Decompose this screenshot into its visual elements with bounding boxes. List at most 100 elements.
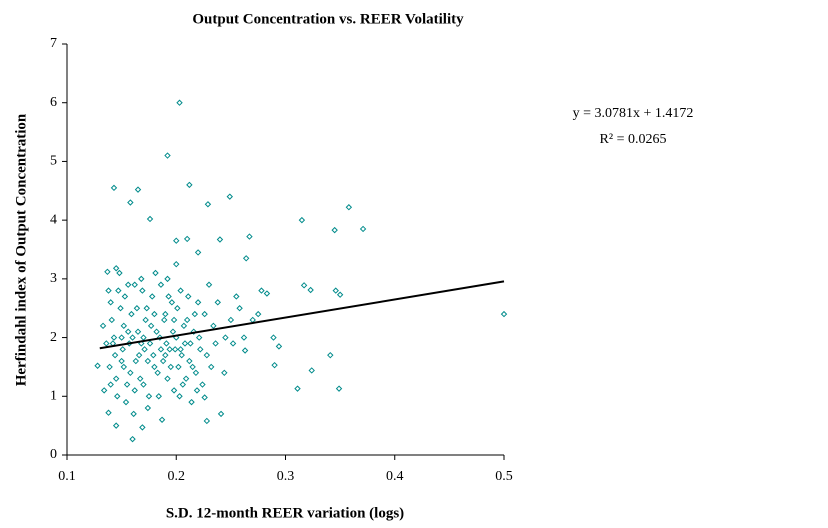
- scatter-point: [332, 287, 339, 294]
- scatter-point: [111, 351, 119, 359]
- scatter-point: [181, 340, 189, 347]
- scatter-point: [138, 275, 145, 283]
- scatter-point: [122, 398, 130, 406]
- scatter-point: [185, 293, 192, 300]
- scatter-point: [170, 387, 178, 394]
- scatter-point: [298, 216, 306, 224]
- scatter-point: [177, 346, 184, 353]
- scatter-point: [139, 424, 146, 431]
- scatter-point: [307, 286, 314, 294]
- scatter-point: [205, 281, 213, 288]
- x-axis-label: S.D. 12-month REER variation (logs): [166, 505, 404, 521]
- scatter-point: [226, 193, 233, 200]
- scatter-point: [147, 322, 155, 330]
- scatter-point: [107, 381, 114, 388]
- scatter-point: [227, 316, 235, 324]
- scatter-point: [164, 375, 171, 382]
- scatter-point: [203, 351, 211, 359]
- scatter-point: [308, 367, 315, 374]
- scatter-point: [143, 305, 150, 312]
- scatter-point: [263, 290, 271, 297]
- scatter-point: [175, 363, 182, 371]
- scatter-point: [112, 375, 120, 382]
- y-tick-label: 0: [50, 447, 57, 462]
- scatter-point: [128, 310, 135, 318]
- scatter-point: [144, 404, 152, 412]
- scatter-point: [192, 369, 200, 377]
- scatter-point: [176, 393, 183, 400]
- scatter-point: [186, 181, 193, 189]
- scatter-point: [151, 310, 158, 318]
- scatter-point: [129, 334, 136, 341]
- scatter-point: [110, 184, 118, 192]
- scatter-point: [178, 351, 185, 359]
- scatter-point: [275, 343, 283, 350]
- x-tick-label: 0.1: [58, 469, 76, 484]
- scatter-point: [94, 362, 101, 369]
- scatter-point: [139, 287, 146, 294]
- scatter-point: [233, 293, 240, 300]
- scatter-point: [134, 186, 142, 193]
- scatter-point: [254, 310, 262, 318]
- scatter-point: [188, 398, 195, 406]
- scatter-point: [176, 99, 183, 106]
- scatter-point: [124, 328, 132, 335]
- scatter-point: [131, 387, 138, 394]
- scatter-point: [173, 260, 180, 268]
- scatter-point: [131, 281, 138, 288]
- scatter-point: [127, 369, 134, 377]
- scatter-point: [157, 281, 165, 288]
- scatter-point: [217, 410, 225, 418]
- scatter-point: [114, 393, 121, 400]
- scatter-point: [221, 369, 228, 377]
- scatter-point: [204, 201, 212, 208]
- scatter-point: [117, 305, 124, 312]
- scatter-point: [186, 357, 193, 365]
- scatter-point: [212, 340, 219, 347]
- scatter-point: [216, 236, 224, 243]
- scatter-point: [135, 351, 143, 359]
- scatter-point: [222, 334, 229, 341]
- scatter-point: [191, 310, 199, 318]
- scatter-point: [155, 393, 162, 400]
- scatter-point: [146, 215, 154, 223]
- scatter-point: [110, 334, 118, 341]
- scatter-point: [140, 334, 147, 341]
- scatter-point: [271, 361, 278, 369]
- scatter-point: [210, 322, 217, 330]
- scatter-point: [166, 346, 173, 353]
- y-axis-label: Herfindahl index of Output Concentration: [13, 113, 29, 386]
- r2-annotation: R² = 0.0265: [600, 132, 667, 147]
- scatter-point: [158, 416, 166, 423]
- scatter-point: [149, 293, 156, 300]
- y-tick-label: 7: [50, 36, 57, 51]
- scatter-point: [165, 293, 172, 300]
- scatter-point: [99, 322, 107, 330]
- x-tick-label: 0.2: [168, 469, 186, 484]
- scatter-point: [123, 381, 131, 388]
- y-tick-label: 6: [50, 95, 57, 110]
- scatter-point: [189, 363, 196, 371]
- scatter-point: [173, 237, 180, 244]
- y-tick-label: 4: [50, 212, 57, 227]
- scatter-point: [164, 152, 171, 159]
- y-tick-label: 3: [50, 271, 57, 286]
- scatter-point: [174, 305, 181, 312]
- scatter-point: [150, 351, 157, 359]
- scatter-point: [203, 417, 211, 425]
- scatter-point: [140, 381, 147, 388]
- scatter-point: [132, 357, 140, 365]
- scatter-point: [161, 316, 168, 324]
- scatter-point: [167, 363, 174, 371]
- scatter-point: [345, 204, 353, 211]
- scatter-point: [120, 322, 128, 330]
- scatter-point: [336, 291, 344, 298]
- scatter-point: [133, 305, 141, 312]
- scatter-point: [121, 293, 129, 300]
- scatter-point: [116, 269, 123, 277]
- scatter-point: [118, 357, 125, 365]
- scatter-point: [208, 363, 215, 371]
- scatter-point: [168, 299, 176, 306]
- scatter-point: [246, 233, 253, 240]
